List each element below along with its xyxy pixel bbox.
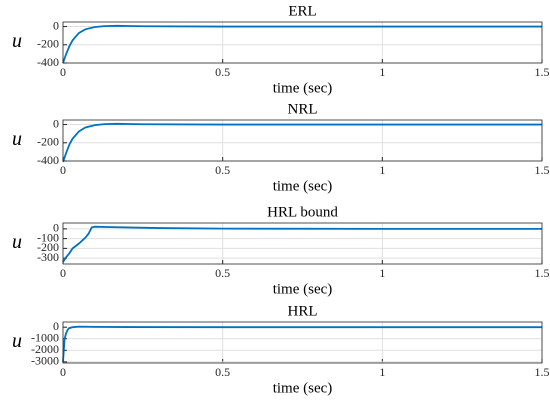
x-tick-label: 1.5 bbox=[535, 365, 550, 379]
y-tick-label: 0 bbox=[53, 319, 59, 333]
y-tick-label: -400 bbox=[37, 55, 59, 69]
y-tick-label: -3000 bbox=[31, 354, 59, 368]
subplot-title: ERL bbox=[288, 3, 316, 19]
x-tick-label: 0 bbox=[60, 365, 66, 379]
data-line bbox=[62, 24, 542, 64]
axes-box bbox=[62, 21, 543, 64]
y-tick-label: 0 bbox=[53, 221, 59, 235]
x-tick-label: 1.5 bbox=[535, 266, 550, 280]
x-axis-label: time (sec) bbox=[273, 281, 333, 297]
x-tick-label: 0.5 bbox=[215, 65, 230, 79]
y-tick-label: 0 bbox=[53, 116, 59, 130]
axes-box bbox=[62, 119, 543, 162]
x-axis-label: time (sec) bbox=[273, 178, 333, 194]
axes-box bbox=[62, 222, 543, 265]
x-tick-label: 0 bbox=[60, 65, 66, 79]
y-axis-label: u bbox=[12, 231, 22, 253]
axes-box bbox=[62, 321, 543, 364]
y-tick-label: -200 bbox=[37, 135, 59, 149]
x-tick-label: 1.5 bbox=[535, 65, 550, 79]
x-tick-label: 1 bbox=[379, 65, 385, 79]
plot-area bbox=[63, 22, 542, 63]
y-tick-label: -200 bbox=[37, 240, 59, 254]
subplot-title: HRL bound bbox=[267, 204, 338, 220]
x-tick-label: 0 bbox=[60, 163, 66, 177]
y-axis-label: u bbox=[12, 330, 22, 352]
data-line bbox=[62, 225, 542, 263]
x-tick-label: 0.5 bbox=[215, 266, 230, 280]
subplot-title: HRL bbox=[288, 303, 318, 319]
subplot-title: NRL bbox=[288, 101, 318, 117]
y-tick-label: -300 bbox=[37, 250, 59, 264]
x-tick-label: 1.5 bbox=[535, 163, 550, 177]
y-tick-label: -1000 bbox=[31, 330, 59, 344]
data-line bbox=[62, 325, 542, 362]
x-tick-label: 0.5 bbox=[215, 365, 230, 379]
x-tick-label: 1 bbox=[379, 266, 385, 280]
plot-area bbox=[63, 322, 542, 363]
x-tick-label: 1 bbox=[379, 365, 385, 379]
y-tick-label: -400 bbox=[37, 153, 59, 167]
y-tick-label: -200 bbox=[37, 37, 59, 51]
y-axis-label: u bbox=[12, 128, 22, 150]
plot-area bbox=[63, 120, 542, 161]
plot-area bbox=[63, 223, 542, 264]
x-tick-label: 0.5 bbox=[215, 163, 230, 177]
x-tick-label: 0 bbox=[60, 266, 66, 280]
x-axis-label: time (sec) bbox=[273, 80, 333, 96]
y-tick-label: -100 bbox=[37, 230, 59, 244]
x-axis-label: time (sec) bbox=[273, 380, 333, 396]
y-axis-label: u bbox=[12, 30, 22, 52]
x-tick-label: 1 bbox=[379, 163, 385, 177]
data-line bbox=[62, 122, 542, 163]
y-tick-label: -2000 bbox=[31, 342, 59, 356]
y-tick-label: 0 bbox=[53, 18, 59, 32]
